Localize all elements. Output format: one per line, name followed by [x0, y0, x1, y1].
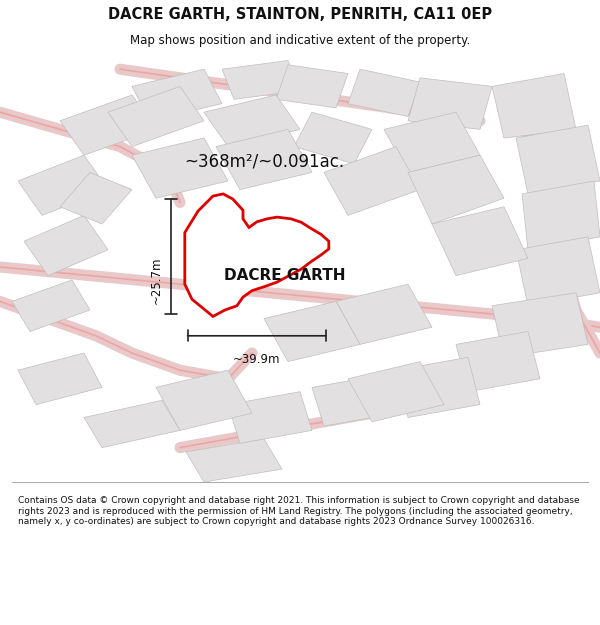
Polygon shape	[384, 112, 480, 173]
Polygon shape	[294, 112, 372, 164]
Polygon shape	[516, 237, 600, 306]
Polygon shape	[312, 374, 396, 426]
Polygon shape	[18, 353, 102, 404]
Polygon shape	[108, 86, 204, 147]
Polygon shape	[276, 65, 348, 108]
Polygon shape	[132, 69, 222, 121]
Polygon shape	[156, 370, 252, 431]
Text: ~368m²/~0.091ac.: ~368m²/~0.091ac.	[184, 152, 344, 171]
Polygon shape	[432, 207, 528, 276]
Polygon shape	[60, 173, 132, 224]
Polygon shape	[12, 280, 90, 331]
Polygon shape	[186, 439, 282, 482]
Polygon shape	[204, 95, 300, 147]
Polygon shape	[396, 357, 480, 418]
Polygon shape	[264, 301, 360, 362]
Polygon shape	[185, 194, 329, 316]
Polygon shape	[228, 392, 312, 443]
Text: ~25.7m: ~25.7m	[149, 256, 163, 304]
Polygon shape	[408, 155, 504, 224]
Polygon shape	[408, 78, 492, 129]
Polygon shape	[456, 331, 540, 392]
Text: Map shows position and indicative extent of the property.: Map shows position and indicative extent…	[130, 34, 470, 47]
Polygon shape	[222, 61, 300, 99]
Polygon shape	[348, 69, 420, 116]
Text: Contains OS data © Crown copyright and database right 2021. This information is : Contains OS data © Crown copyright and d…	[18, 496, 580, 526]
Polygon shape	[336, 284, 432, 344]
Text: DACRE GARTH: DACRE GARTH	[224, 268, 346, 283]
Polygon shape	[18, 155, 108, 216]
Polygon shape	[492, 74, 576, 138]
Polygon shape	[132, 138, 228, 198]
Polygon shape	[60, 95, 156, 155]
Polygon shape	[324, 147, 420, 216]
Text: ~39.9m: ~39.9m	[233, 353, 281, 366]
Text: DACRE GARTH, STAINTON, PENRITH, CA11 0EP: DACRE GARTH, STAINTON, PENRITH, CA11 0EP	[108, 7, 492, 22]
Polygon shape	[84, 400, 180, 448]
Polygon shape	[522, 181, 600, 250]
Polygon shape	[492, 292, 588, 357]
Polygon shape	[516, 125, 600, 194]
Polygon shape	[348, 362, 444, 422]
Polygon shape	[216, 129, 312, 189]
Polygon shape	[24, 216, 108, 276]
